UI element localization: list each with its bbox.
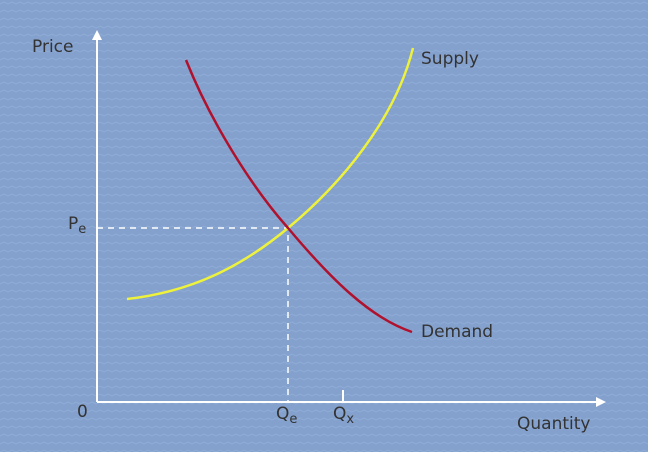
y-arrow	[92, 30, 102, 40]
qx-label: Qx	[333, 404, 354, 427]
x-arrow	[596, 397, 606, 407]
pe-main: P	[68, 214, 78, 234]
qx-main: Q	[333, 404, 346, 424]
qe-label: Qe	[276, 404, 297, 427]
qx-sub: x	[346, 412, 354, 427]
origin-label: 0	[77, 402, 88, 422]
x-axis-label: Quantity	[517, 414, 590, 434]
qe-main: Q	[276, 404, 289, 424]
y-axis-label: Price	[32, 37, 73, 57]
demand-curve	[184, 59, 413, 334]
pe-sub: e	[78, 222, 86, 237]
pe-label: Pe	[68, 214, 86, 237]
qe-sub: e	[289, 412, 297, 427]
demand-label: Demand	[421, 322, 493, 342]
supply-label: Supply	[421, 49, 479, 69]
